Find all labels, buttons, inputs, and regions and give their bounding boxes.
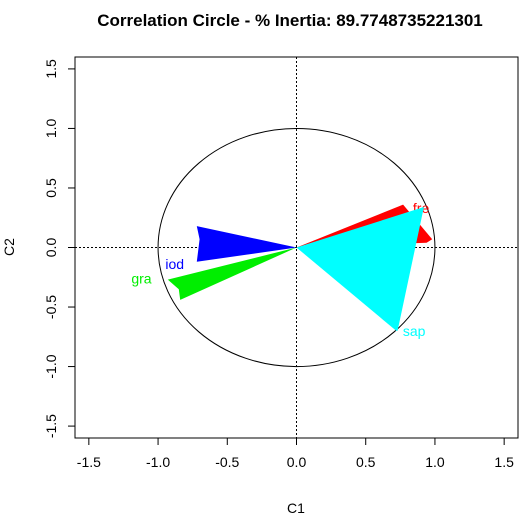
variable-label-gra: gra: [131, 270, 151, 286]
y-tick-label: -1.5: [43, 414, 59, 438]
x-tick-label: -1.0: [146, 454, 170, 470]
y-tick-label: 0.0: [43, 238, 59, 258]
x-axis-label: C1: [287, 500, 305, 516]
x-tick-label: -0.5: [215, 454, 239, 470]
plot-area: -1.5 -1.0 -0.5 0.0 0.5 1.0 1.5 -1.5 -1.0 -0.5 0.0 0…: [43, 56, 519, 470]
x-tick-label: -1.5: [77, 454, 101, 470]
y-tick-label: 0.5: [43, 178, 59, 198]
variable-label-sap: sap: [403, 323, 426, 339]
variable-vector-gra: [167, 247, 297, 300]
y-tick-label: 1.5: [43, 59, 59, 79]
y-tick-label: 1.0: [43, 118, 59, 138]
y-tick-label: -0.5: [43, 295, 59, 319]
x-tick-label: 1.0: [425, 454, 445, 470]
x-tick-label: 0.5: [356, 454, 376, 470]
chart-title: Correlation Circle - % Inertia: 89.77487…: [97, 11, 483, 30]
variable-vector-sap: [296, 207, 424, 331]
x-tick-label: 0.0: [287, 454, 307, 470]
y-tick-label: -1.0: [43, 354, 59, 378]
x-tick-label: 1.5: [494, 454, 514, 470]
variable-label-iod: iod: [165, 256, 184, 272]
variable-vector-iod: [196, 226, 297, 262]
y-axis-label: C2: [1, 238, 17, 256]
